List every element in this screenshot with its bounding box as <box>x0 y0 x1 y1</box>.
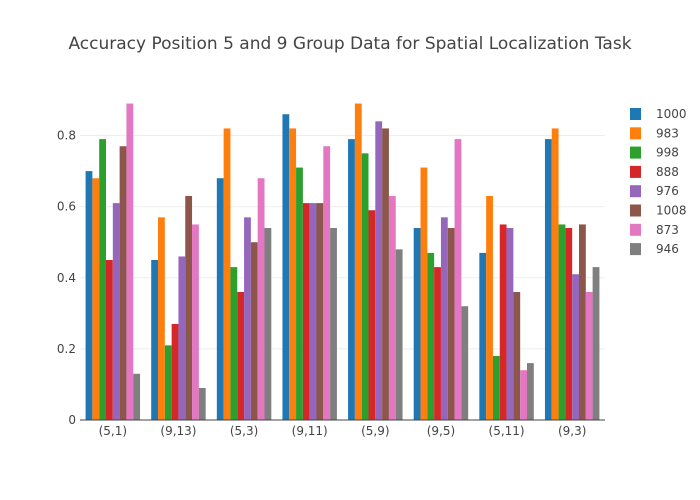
axes: 0 0.2 0.4 0.6 0.8 (5,1) (9,13) (5,3) (9,11) (5,9)… <box>57 129 605 438</box>
bar[interactable] <box>520 370 527 420</box>
bar[interactable] <box>354 103 362 421</box>
legend-swatch[interactable] <box>630 185 641 198</box>
bar[interactable] <box>178 256 186 420</box>
bar[interactable] <box>192 224 199 420</box>
bar[interactable] <box>506 228 514 420</box>
bar[interactable] <box>216 178 224 420</box>
bar[interactable] <box>440 217 448 420</box>
bar[interactable] <box>230 267 238 420</box>
bar[interactable] <box>264 228 272 420</box>
bar[interactable] <box>454 139 462 420</box>
bar[interactable] <box>323 146 331 420</box>
bar[interactable] <box>119 146 127 420</box>
legend-swatch[interactable] <box>630 165 641 178</box>
bar[interactable] <box>106 260 113 420</box>
y-tick-label: 0.4 <box>57 271 76 285</box>
bar[interactable] <box>479 252 487 420</box>
bar[interactable] <box>257 178 265 420</box>
y-tick-label: 0 <box>68 413 76 427</box>
bar[interactable] <box>158 217 165 420</box>
bar[interactable] <box>513 292 521 420</box>
bar[interactable] <box>558 224 566 420</box>
bar[interactable] <box>526 363 534 420</box>
legend-swatch[interactable] <box>630 127 641 140</box>
legend-label[interactable]: 1008 <box>656 204 687 218</box>
bar[interactable] <box>382 128 389 420</box>
legend-label[interactable]: 888 <box>656 165 679 179</box>
bar[interactable] <box>316 203 324 420</box>
x-tick-label: (5,1) <box>99 424 127 438</box>
bar[interactable] <box>289 128 297 420</box>
bar[interactable] <box>395 249 403 420</box>
bar[interactable] <box>198 388 206 420</box>
bar[interactable] <box>572 274 579 420</box>
legend-label[interactable]: 946 <box>656 242 679 256</box>
chart-title: Accuracy Position 5 and 9 Group Data for… <box>68 34 632 54</box>
bar[interactable] <box>126 103 134 421</box>
bar[interactable] <box>171 324 179 420</box>
bar[interactable] <box>223 128 231 420</box>
bar[interactable] <box>578 224 586 420</box>
legend-swatch[interactable] <box>630 146 641 159</box>
bar[interactable] <box>309 203 317 420</box>
bar[interactable] <box>361 153 369 421</box>
bar[interactable] <box>237 292 245 420</box>
bar[interactable] <box>112 203 120 420</box>
x-tick-label: (9,5) <box>427 424 455 438</box>
bar[interactable] <box>133 373 141 420</box>
legend-swatch[interactable] <box>630 243 641 256</box>
bar[interactable] <box>565 228 573 420</box>
legend-label[interactable]: 998 <box>656 146 679 160</box>
bar[interactable] <box>151 260 159 420</box>
bar[interactable] <box>85 171 93 420</box>
legend-label[interactable]: 983 <box>656 126 679 140</box>
bar[interactable] <box>282 114 290 420</box>
y-tick-label: 0.2 <box>57 342 76 356</box>
bar[interactable] <box>461 306 469 420</box>
bar[interactable] <box>551 128 559 420</box>
legend-label[interactable]: 1000 <box>656 107 687 121</box>
legend[interactable]: 1000 983 998 888 976 1008 873 946 <box>630 107 687 256</box>
bar[interactable] <box>375 121 383 420</box>
bar[interactable] <box>368 210 376 420</box>
x-tick-label: (5,3) <box>230 424 258 438</box>
x-tick-label: (9,13) <box>160 424 196 438</box>
bar[interactable] <box>388 196 396 420</box>
legend-label[interactable]: 873 <box>656 223 679 237</box>
bar[interactable] <box>427 252 435 420</box>
bars <box>85 103 600 421</box>
legend-label[interactable]: 976 <box>656 184 679 198</box>
x-tick-label: (5,9) <box>361 424 389 438</box>
bar[interactable] <box>330 228 337 420</box>
bar[interactable] <box>92 178 100 420</box>
bar[interactable] <box>492 356 500 420</box>
bar[interactable] <box>164 345 172 420</box>
bar[interactable] <box>99 139 107 420</box>
bar[interactable] <box>250 242 258 420</box>
legend-swatch[interactable] <box>630 108 641 120</box>
bar[interactable] <box>447 228 455 420</box>
bar[interactable] <box>348 139 355 420</box>
x-tick-label: (5,11) <box>489 424 525 438</box>
legend-swatch[interactable] <box>630 204 641 217</box>
bar[interactable] <box>413 228 421 420</box>
x-tick-label: (9,3) <box>558 424 586 438</box>
bar[interactable] <box>302 203 310 420</box>
y-tick-label: 0.8 <box>57 129 76 143</box>
x-tick-label: (9,11) <box>292 424 328 438</box>
bar[interactable] <box>185 196 193 420</box>
bar[interactable] <box>434 267 441 420</box>
bar[interactable] <box>592 267 600 420</box>
bar[interactable] <box>486 196 493 420</box>
bar[interactable] <box>244 217 251 420</box>
bar[interactable] <box>544 139 552 420</box>
bar[interactable] <box>499 224 507 420</box>
bar[interactable] <box>420 167 428 420</box>
y-tick-label: 0.6 <box>57 200 76 214</box>
bar[interactable] <box>585 292 593 420</box>
legend-swatch[interactable] <box>630 223 641 236</box>
bar[interactable] <box>296 167 303 420</box>
